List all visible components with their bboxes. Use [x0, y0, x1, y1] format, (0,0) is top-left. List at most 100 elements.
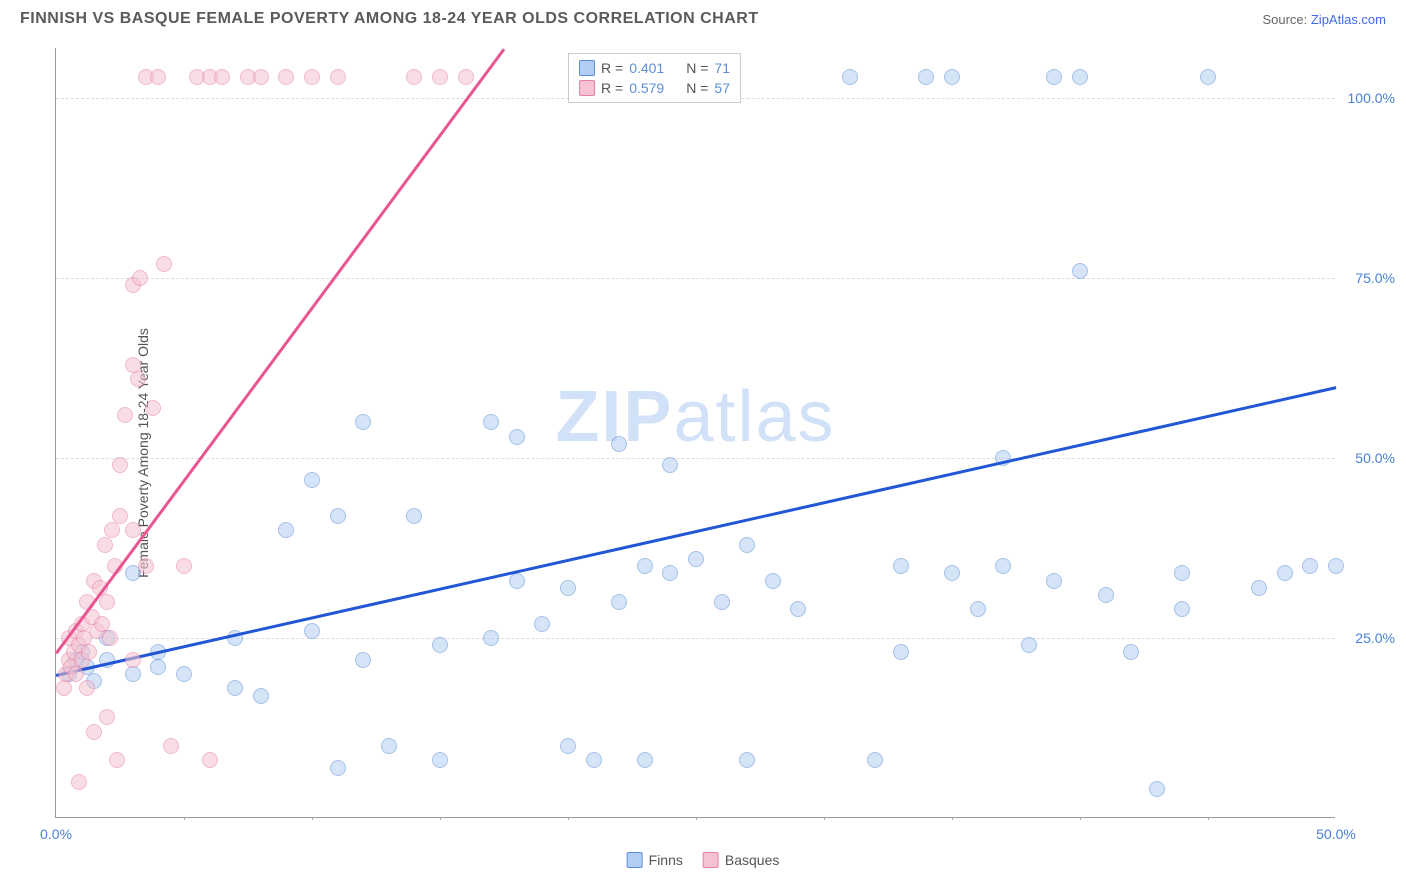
data-point-finns	[176, 666, 192, 682]
data-point-basques	[125, 652, 141, 668]
data-point-finns	[893, 644, 909, 660]
stats-swatch	[579, 60, 595, 76]
data-point-finns	[330, 760, 346, 776]
legend-item-finns: Finns	[627, 852, 683, 868]
n-value: 71	[714, 60, 730, 76]
data-point-finns	[790, 601, 806, 617]
data-point-finns	[534, 616, 550, 632]
data-point-basques	[145, 400, 161, 416]
legend-swatch-finns	[627, 852, 643, 868]
data-point-basques	[99, 594, 115, 610]
trend-line-basques	[55, 49, 505, 655]
data-point-basques	[97, 537, 113, 553]
y-tick-label: 25.0%	[1355, 630, 1395, 646]
data-point-basques	[56, 680, 72, 696]
data-point-finns	[1021, 637, 1037, 653]
r-label: R =	[601, 80, 623, 96]
data-point-finns	[611, 436, 627, 452]
data-point-basques	[125, 522, 141, 538]
gridline-horizontal	[56, 638, 1335, 639]
chart-container: Female Poverty Among 18-24 Year Olds ZIP…	[0, 33, 1406, 873]
data-point-basques	[138, 558, 154, 574]
legend-label-finns: Finns	[649, 852, 683, 868]
data-point-finns	[150, 659, 166, 675]
r-value: 0.401	[629, 60, 664, 76]
legend-item-basques: Basques	[703, 852, 779, 868]
data-point-basques	[102, 630, 118, 646]
data-point-basques	[156, 256, 172, 272]
x-tick-label: 0.0%	[40, 826, 72, 842]
data-point-finns	[1302, 558, 1318, 574]
data-point-basques	[112, 457, 128, 473]
data-point-basques	[112, 508, 128, 524]
gridline-horizontal	[56, 278, 1335, 279]
data-point-finns	[227, 680, 243, 696]
data-point-finns	[714, 594, 730, 610]
data-point-finns	[509, 573, 525, 589]
data-point-finns	[509, 429, 525, 445]
source-prefix: Source:	[1262, 12, 1310, 27]
data-point-finns	[330, 508, 346, 524]
source-link[interactable]: ZipAtlas.com	[1311, 12, 1386, 27]
data-point-basques	[79, 680, 95, 696]
stats-legend: R =0.401N =71R =0.579N =57	[568, 53, 741, 103]
data-point-finns	[1046, 69, 1062, 85]
data-point-basques	[150, 69, 166, 85]
data-point-basques	[278, 69, 294, 85]
data-point-basques	[432, 69, 448, 85]
data-point-finns	[560, 738, 576, 754]
data-point-finns	[867, 752, 883, 768]
x-minor-tick	[1080, 817, 1081, 820]
data-point-finns	[355, 414, 371, 430]
r-label: R =	[601, 60, 623, 76]
data-point-basques	[406, 69, 422, 85]
data-point-finns	[432, 752, 448, 768]
y-tick-label: 50.0%	[1355, 450, 1395, 466]
data-point-basques	[176, 558, 192, 574]
data-point-finns	[1174, 601, 1190, 617]
data-point-finns	[611, 594, 627, 610]
data-point-finns	[125, 666, 141, 682]
data-point-finns	[1200, 69, 1216, 85]
data-point-finns	[586, 752, 602, 768]
gridline-horizontal	[56, 458, 1335, 459]
r-value: 0.579	[629, 80, 664, 96]
data-point-finns	[1277, 565, 1293, 581]
x-minor-tick	[1208, 817, 1209, 820]
stats-legend-row: R = 0.401 N = 71	[579, 58, 730, 78]
data-point-basques	[253, 69, 269, 85]
legend-swatch-basques	[703, 852, 719, 868]
data-point-finns	[1149, 781, 1165, 797]
data-point-basques	[99, 709, 115, 725]
data-point-finns	[1251, 580, 1267, 596]
data-point-basques	[202, 752, 218, 768]
x-minor-tick	[184, 817, 185, 820]
data-point-finns	[483, 414, 499, 430]
data-point-basques	[304, 69, 320, 85]
x-tick-label: 50.0%	[1316, 826, 1356, 842]
data-point-basques	[81, 644, 97, 660]
data-point-finns	[739, 752, 755, 768]
data-point-finns	[1072, 69, 1088, 85]
data-point-basques	[71, 774, 87, 790]
x-minor-tick	[568, 817, 569, 820]
x-minor-tick	[824, 817, 825, 820]
data-point-finns	[253, 688, 269, 704]
n-label: N =	[686, 60, 708, 76]
data-point-finns	[432, 637, 448, 653]
data-point-finns	[637, 752, 653, 768]
data-point-finns	[944, 69, 960, 85]
legend-label-basques: Basques	[725, 852, 779, 868]
data-point-finns	[1072, 263, 1088, 279]
data-point-finns	[637, 558, 653, 574]
data-point-finns	[381, 738, 397, 754]
watermark-light: atlas	[673, 377, 835, 457]
data-point-finns	[739, 537, 755, 553]
data-point-finns	[355, 652, 371, 668]
x-minor-tick	[952, 817, 953, 820]
x-minor-tick	[312, 817, 313, 820]
data-point-finns	[970, 601, 986, 617]
data-point-finns	[278, 522, 294, 538]
data-point-finns	[893, 558, 909, 574]
data-point-finns	[1046, 573, 1062, 589]
